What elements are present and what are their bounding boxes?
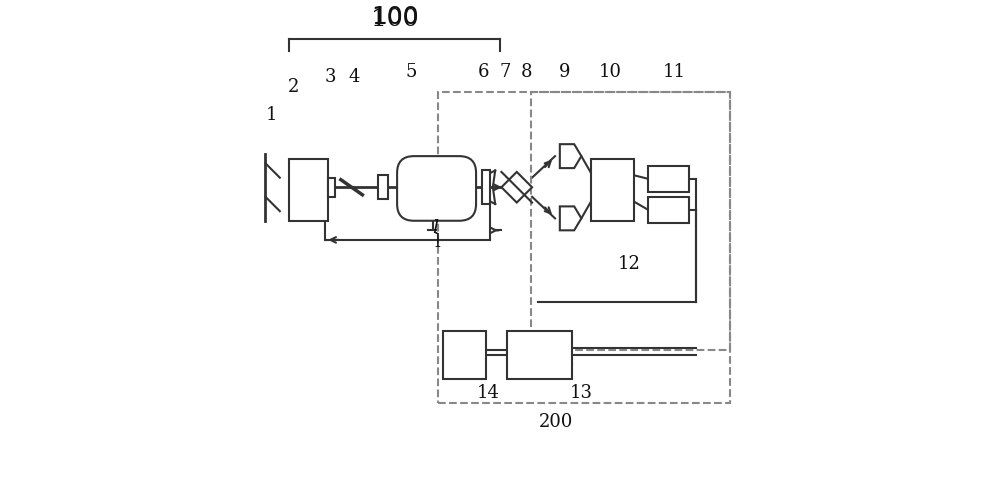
FancyBboxPatch shape [648, 197, 689, 223]
Text: 3: 3 [324, 68, 336, 86]
FancyBboxPatch shape [289, 159, 328, 221]
FancyBboxPatch shape [648, 166, 689, 192]
Polygon shape [560, 144, 581, 168]
FancyBboxPatch shape [397, 156, 476, 221]
Polygon shape [560, 206, 581, 230]
Text: 6: 6 [477, 63, 489, 81]
Text: 1: 1 [265, 106, 277, 124]
Text: 12: 12 [618, 255, 641, 273]
Text: 100: 100 [371, 8, 418, 31]
FancyBboxPatch shape [507, 331, 572, 378]
Text: 8: 8 [521, 63, 532, 81]
FancyBboxPatch shape [482, 170, 490, 204]
Text: l: l [432, 219, 439, 237]
Text: 7: 7 [499, 63, 510, 81]
Text: 2: 2 [288, 78, 299, 96]
Text: 100: 100 [371, 5, 419, 30]
FancyBboxPatch shape [443, 331, 486, 378]
FancyBboxPatch shape [328, 178, 335, 197]
Text: 4: 4 [348, 68, 360, 86]
Polygon shape [501, 172, 532, 203]
Text: 200: 200 [539, 413, 574, 431]
FancyBboxPatch shape [591, 159, 634, 221]
Text: 10: 10 [599, 63, 622, 81]
Text: l: l [435, 233, 441, 251]
Text: 5: 5 [406, 63, 417, 81]
FancyBboxPatch shape [378, 175, 388, 199]
Text: 13: 13 [570, 384, 593, 402]
Text: 14: 14 [477, 384, 499, 402]
Text: 9: 9 [559, 63, 570, 81]
Text: 11: 11 [663, 63, 686, 81]
